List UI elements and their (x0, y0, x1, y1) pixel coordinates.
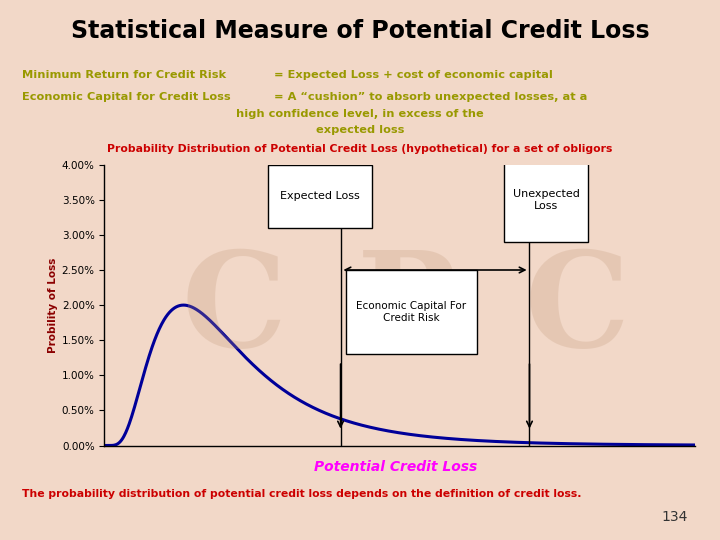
Text: high confidence level, in excess of the: high confidence level, in excess of the (236, 109, 484, 119)
FancyBboxPatch shape (346, 270, 477, 354)
FancyBboxPatch shape (504, 158, 588, 242)
Text: = Expected Loss + cost of economic capital: = Expected Loss + cost of economic capit… (274, 70, 552, 80)
Text: The probability distribution of potential credit loss depends on the definition : The probability distribution of potentia… (22, 489, 581, 499)
FancyBboxPatch shape (268, 165, 372, 228)
Text: = A “cushion” to absorb unexpected losses, at a: = A “cushion” to absorb unexpected losse… (274, 92, 587, 102)
Text: C: C (524, 246, 629, 375)
Text: Economic Capital For
Credit Risk: Economic Capital For Credit Risk (356, 301, 467, 323)
Text: R: R (356, 246, 467, 375)
Y-axis label: Probility of Loss: Probility of Loss (48, 258, 58, 353)
Text: Statistical Measure of Potential Credit Loss: Statistical Measure of Potential Credit … (71, 19, 649, 43)
Text: 134: 134 (661, 510, 688, 524)
Text: Expected Loss: Expected Loss (280, 191, 360, 201)
Text: expected loss: expected loss (316, 125, 404, 136)
Text: Minimum Return for Credit Risk: Minimum Return for Credit Risk (22, 70, 226, 80)
Text: Unexpected
Loss: Unexpected Loss (513, 188, 580, 211)
Text: Potential Credit Loss: Potential Credit Loss (315, 460, 477, 474)
Text: Economic Capital for Credit Loss: Economic Capital for Credit Loss (22, 92, 230, 102)
Text: C: C (181, 246, 287, 375)
Text: Probability Distribution of Potential Credit Loss (hypothetical) for a set of ob: Probability Distribution of Potential Cr… (107, 144, 613, 154)
